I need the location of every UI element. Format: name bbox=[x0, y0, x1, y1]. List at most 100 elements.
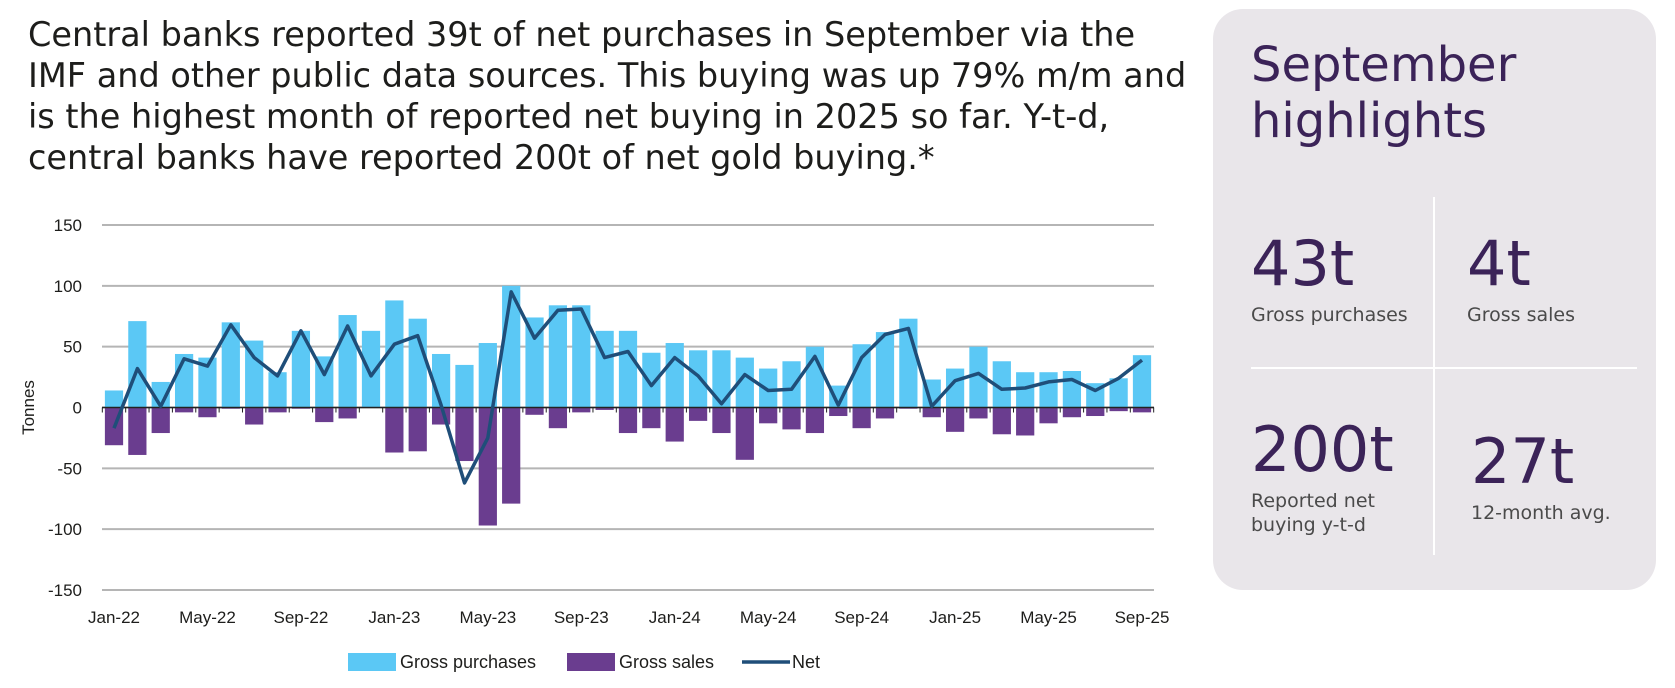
purchase-bar bbox=[759, 368, 778, 408]
purchase-bar bbox=[1016, 372, 1035, 408]
sales-bar bbox=[572, 407, 591, 413]
intro-paragraph: Central banks reported 39t of net purcha… bbox=[28, 15, 1187, 177]
x-tick-label: Sep-24 bbox=[834, 608, 889, 627]
sales-bar bbox=[525, 407, 544, 415]
stat-value: 43t bbox=[1251, 227, 1355, 300]
sales-bar bbox=[759, 407, 778, 424]
x-tick-label: May-22 bbox=[179, 608, 236, 627]
legend-swatch-purchases bbox=[348, 653, 396, 671]
x-tick-label: Jan-22 bbox=[88, 608, 140, 627]
x-tick-label: Jan-23 bbox=[368, 608, 420, 627]
sales-bar bbox=[688, 407, 708, 421]
sales-bar bbox=[642, 407, 661, 429]
sales-bar bbox=[455, 407, 474, 462]
sales-bar bbox=[151, 407, 170, 434]
purchase-bar bbox=[1109, 378, 1128, 408]
x-tick-label: Sep-22 bbox=[273, 608, 328, 627]
purchase-bar bbox=[618, 330, 638, 408]
net-line bbox=[112, 290, 1144, 485]
sales-bar bbox=[969, 407, 988, 419]
sales-bar bbox=[408, 407, 427, 452]
purchase-bar bbox=[1132, 355, 1152, 408]
purchase-bar bbox=[642, 352, 661, 408]
sales-bar bbox=[502, 407, 521, 504]
y-tick-label: 0 bbox=[73, 399, 82, 418]
y-axis-title: Tonnes bbox=[19, 380, 38, 435]
y-tick-label: -150 bbox=[48, 581, 82, 600]
sales-bar bbox=[992, 407, 1011, 435]
stat-gross-sales: 4t Gross sales bbox=[1467, 231, 1667, 327]
x-tick-label: May-25 bbox=[1020, 608, 1077, 627]
sales-bar bbox=[338, 407, 357, 419]
purchase-bar bbox=[291, 330, 311, 408]
sales-bar bbox=[1016, 407, 1035, 436]
purchase-bar bbox=[408, 318, 427, 408]
purchase-bar bbox=[361, 330, 381, 408]
x-tick-label: Jan-25 bbox=[929, 608, 981, 627]
purchase-bar bbox=[969, 346, 988, 408]
purchase-bar bbox=[688, 350, 708, 408]
purchase-bar bbox=[712, 350, 731, 408]
purchase-bar bbox=[992, 361, 1011, 408]
panel-vertical-divider bbox=[1433, 197, 1435, 555]
sales-bar bbox=[478, 407, 497, 526]
purchase-bar bbox=[385, 300, 404, 408]
sales-bar bbox=[665, 407, 684, 442]
purchase-bar bbox=[455, 364, 474, 408]
stat-reported-net-ytd: 200t Reported net buying y-t-d bbox=[1251, 417, 1401, 537]
sales-bar bbox=[174, 407, 194, 413]
sales-bar bbox=[1086, 407, 1105, 417]
sales-bar bbox=[805, 407, 825, 434]
purchase-bar bbox=[782, 361, 801, 408]
purchase-bar bbox=[221, 322, 240, 408]
sales-bar bbox=[782, 407, 801, 430]
sales-bar bbox=[128, 407, 147, 455]
legend-swatch-sales bbox=[567, 653, 615, 671]
sales-bar bbox=[245, 407, 264, 425]
highlights-panel: September highlights 43t Gross purchases… bbox=[1213, 9, 1656, 590]
purchase-bar bbox=[198, 357, 217, 408]
purchase-bar bbox=[525, 317, 544, 408]
x-tick-label: May-24 bbox=[740, 608, 797, 627]
sales-bar bbox=[875, 407, 895, 419]
purchase-bar bbox=[548, 305, 568, 408]
sales-bar bbox=[945, 407, 965, 432]
sales-bar bbox=[712, 407, 731, 434]
stat-value: 200t bbox=[1251, 413, 1394, 486]
stat-label: Gross purchases bbox=[1251, 304, 1408, 326]
purchase-bar bbox=[735, 357, 754, 408]
y-tick-label: -50 bbox=[57, 459, 82, 478]
legend-label-sales: Gross sales bbox=[619, 652, 714, 672]
purchase-bar bbox=[478, 343, 497, 408]
sales-bar bbox=[595, 407, 614, 410]
x-tick-label: Sep-25 bbox=[1115, 608, 1170, 627]
sales-bar bbox=[852, 407, 871, 429]
sales-bar bbox=[1109, 407, 1128, 412]
stat-value: 27t bbox=[1471, 425, 1575, 498]
sales-bar bbox=[1062, 407, 1082, 418]
purchase-bar bbox=[852, 344, 871, 408]
purchase-bar bbox=[665, 343, 684, 408]
purchase-bar bbox=[104, 390, 124, 408]
sales-bar bbox=[385, 407, 404, 453]
highlights-title: September highlights bbox=[1251, 37, 1517, 149]
stat-value: 4t bbox=[1467, 227, 1531, 300]
sales-bar bbox=[548, 407, 568, 429]
y-tick-label: 50 bbox=[63, 338, 82, 357]
y-tick-label: 150 bbox=[54, 216, 82, 235]
sales-bar bbox=[268, 407, 287, 413]
purchase-bar bbox=[128, 321, 147, 408]
stat-label: 12-month avg. bbox=[1471, 502, 1611, 524]
stat-label: Gross sales bbox=[1467, 304, 1575, 326]
panel-horizontal-divider bbox=[1251, 367, 1637, 369]
x-tick-label: Jan-24 bbox=[649, 608, 701, 627]
legend: Gross purchases Gross sales Net bbox=[348, 652, 820, 672]
sales-bar bbox=[618, 407, 638, 434]
net-purchases-chart: 150 100 50 0 -50 -100 -150 Tonnes Jan-22 May-22 Se… bbox=[19, 216, 1170, 672]
legend-label-net: Net bbox=[792, 652, 820, 672]
purchase-bar bbox=[245, 340, 264, 408]
purchase-bar bbox=[1039, 372, 1058, 408]
x-tick-label: Sep-23 bbox=[554, 608, 609, 627]
purchase-bar bbox=[875, 332, 895, 408]
stat-label: Reported net buying y-t-d bbox=[1251, 490, 1375, 536]
